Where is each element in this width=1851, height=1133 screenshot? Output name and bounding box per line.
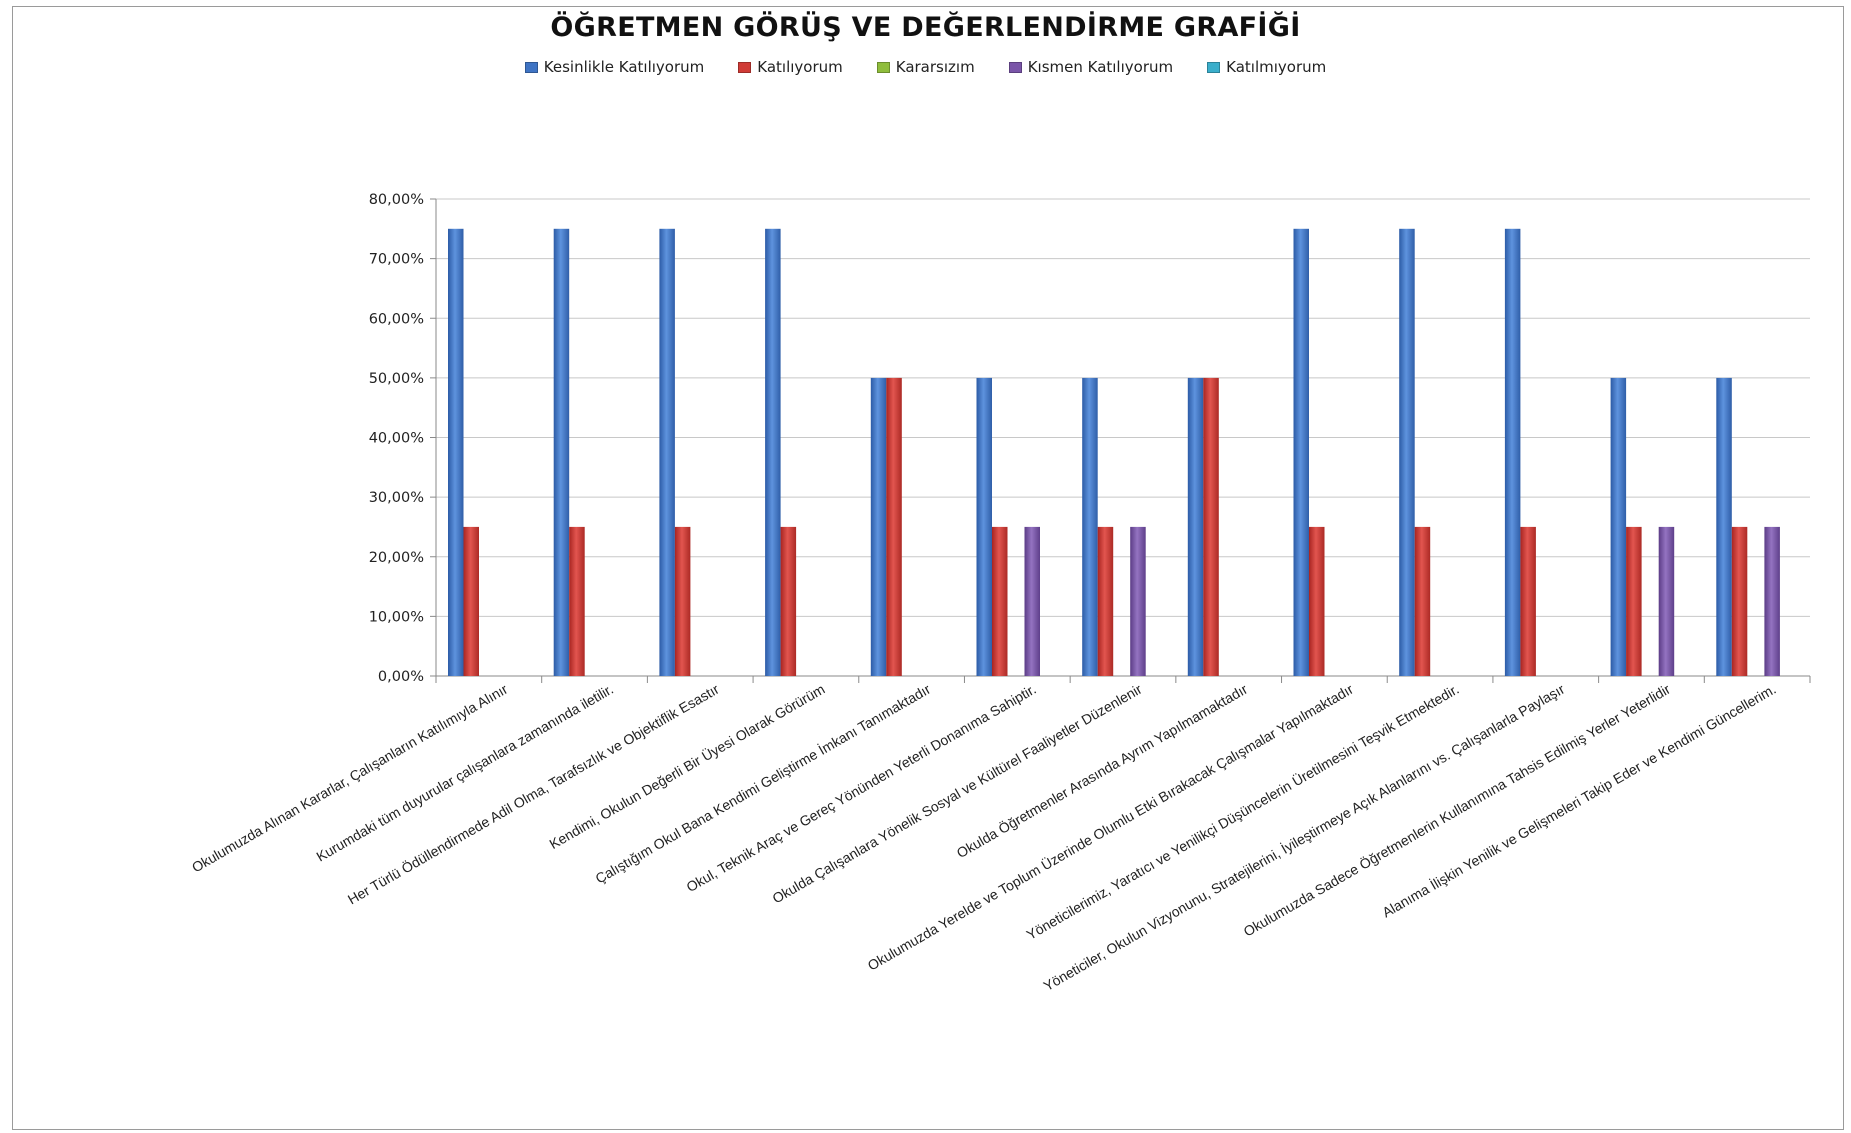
x-category-label: Okul, Teknik Araç ve Gereç Yönünden Yete… <box>683 681 1038 895</box>
bar-katiliyorum <box>1309 526 1325 676</box>
legend-label: Katılmıyorum <box>1226 58 1327 76</box>
bar-kesinlikle-katiliyorum <box>1399 228 1415 677</box>
y-tick-label: 0,00% <box>378 669 424 685</box>
legend-item-kararsizim: Kararsızım <box>876 58 975 76</box>
chart-legend: Kesinlikle Katılıyorum Katılıyorum Karar… <box>0 58 1851 76</box>
bar-kesinlikle-katiliyorum <box>1187 377 1204 676</box>
axes: 0,00% 10,00% 20,00% 30,00% 40,00% 50,00% 60,00… <box>369 192 1811 685</box>
x-category-label: Okulumuzda Yerelde ve Toplum Üzerinde Ol… <box>864 680 1356 974</box>
bar-katiliyorum <box>674 526 691 676</box>
bar-katiliyorum <box>992 526 1008 676</box>
bar-katiliyorum <box>1731 526 1748 676</box>
x-category-label: Her Türlü Ödüllendirmede Adil Olma, Tara… <box>344 680 722 908</box>
x-category-label: Alanıma İlişkin Yenilik ve Gelişmeleri T… <box>1379 680 1779 921</box>
legend-label: Kesinlikle Katılıyorum <box>543 58 705 76</box>
bar-kesinlikle-katiliyorum <box>765 228 781 677</box>
y-tick-label: 70,00% <box>369 252 424 268</box>
bar-kesinlikle-katiliyorum <box>976 377 992 676</box>
bar-kismen-katiliyorum <box>1130 526 1146 676</box>
bar-kesinlikle-katiliyorum <box>1504 228 1521 677</box>
bar-kesinlikle-katiliyorum <box>659 228 675 677</box>
y-tick-label: 60,00% <box>369 311 424 327</box>
bar-kesinlikle-katiliyorum <box>870 377 887 676</box>
x-category-label: Okulda Çalışanlara Yönelik Sosyal ve Kül… <box>769 681 1144 907</box>
bar-katiliyorum <box>780 526 797 676</box>
y-tick-label: 30,00% <box>369 490 424 506</box>
legend-swatch <box>1008 61 1022 73</box>
legend-item-katilmiyorum: Katılmıyorum <box>1207 58 1326 76</box>
bar-katiliyorum <box>1097 526 1114 676</box>
bar-katiliyorum <box>1203 377 1219 676</box>
legend-swatch <box>876 61 890 73</box>
legend-item-katiliyorum: Katılıyorum <box>738 58 843 76</box>
chart-title: ÖĞRETMEN GÖRÜŞ VE DEĞERLENDİRME GRAFİĞİ <box>550 12 1301 43</box>
bar-kesinlikle-katiliyorum <box>448 228 464 677</box>
bar-kesinlikle-katiliyorum <box>553 228 570 677</box>
legend-label: Kararsızım <box>895 58 975 76</box>
bar-kesinlikle-katiliyorum <box>1610 377 1627 676</box>
bar-kesinlikle-katiliyorum <box>1293 228 1309 677</box>
bar-kismen-katiliyorum <box>1764 526 1780 676</box>
y-tick-label: 50,00% <box>369 371 424 387</box>
legend-label: Kısmen Katılıyorum <box>1027 58 1174 76</box>
category-labels: Okulumuzda Alınan Kararlar, Çalışanların… <box>189 680 1779 994</box>
gridlines <box>436 198 1810 677</box>
legend-swatch <box>524 61 538 73</box>
bar-katiliyorum <box>569 526 585 676</box>
y-tick-label: 40,00% <box>369 431 424 447</box>
bar-katiliyorum <box>1520 526 1536 676</box>
chart-frame <box>12 6 1844 1130</box>
bar-katiliyorum <box>463 526 479 676</box>
bar-katiliyorum <box>1414 526 1431 676</box>
legend-label: Katılıyorum <box>757 58 843 76</box>
bar-kismen-katiliyorum <box>1658 526 1675 676</box>
bar-kismen-katiliyorum <box>1024 526 1040 676</box>
legend-swatch <box>1207 61 1221 73</box>
bar-katiliyorum <box>1626 526 1642 676</box>
bar-kesinlikle-katiliyorum <box>1716 377 1732 676</box>
legend-swatch <box>738 61 752 73</box>
y-tick-label: 10,00% <box>369 609 424 625</box>
legend-item-kismen-katiliyorum: Kısmen Katılıyorum <box>1008 58 1174 76</box>
y-tick-label: 80,00% <box>369 192 424 208</box>
x-category-label: Yöneticiler, Okulun Vizyonunu, Stratejil… <box>1040 680 1567 994</box>
bar-kesinlikle-katiliyorum <box>1082 377 1098 676</box>
bars <box>448 228 1780 677</box>
y-tick-label: 20,00% <box>369 550 424 566</box>
legend-item-kesinlikle-katiliyorum: Kesinlikle Katılıyorum <box>524 58 705 76</box>
bar-katiliyorum <box>886 377 902 676</box>
